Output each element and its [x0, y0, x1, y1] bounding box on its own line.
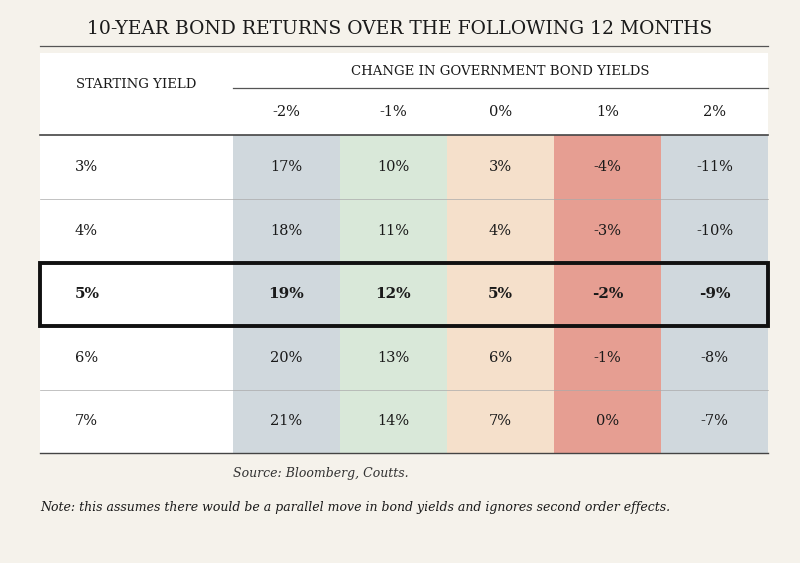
Text: 5%: 5% — [74, 287, 100, 301]
Text: 13%: 13% — [378, 351, 410, 365]
Text: -1%: -1% — [379, 105, 407, 119]
Text: 14%: 14% — [378, 414, 410, 428]
Text: -4%: -4% — [594, 160, 622, 174]
Text: STARTING YIELD: STARTING YIELD — [76, 78, 197, 91]
Text: 17%: 17% — [270, 160, 302, 174]
Text: 0%: 0% — [596, 414, 619, 428]
Text: CHANGE IN GOVERNMENT BOND YIELDS: CHANGE IN GOVERNMENT BOND YIELDS — [351, 65, 650, 78]
Text: -10%: -10% — [696, 224, 733, 238]
Text: 10%: 10% — [378, 160, 410, 174]
Text: 3%: 3% — [489, 160, 512, 174]
Text: 4%: 4% — [489, 224, 512, 238]
Text: 7%: 7% — [489, 414, 512, 428]
Text: Note: this assumes there would be a parallel move in bond yields and ignores sec: Note: this assumes there would be a para… — [40, 501, 670, 514]
Text: -8%: -8% — [701, 351, 729, 365]
Text: 12%: 12% — [376, 287, 411, 301]
Text: 18%: 18% — [270, 224, 302, 238]
Text: Source: Bloomberg, Coutts.: Source: Bloomberg, Coutts. — [233, 467, 409, 480]
Text: -11%: -11% — [696, 160, 733, 174]
Text: 0%: 0% — [489, 105, 512, 119]
Text: -9%: -9% — [698, 287, 730, 301]
Text: 1%: 1% — [596, 105, 619, 119]
Text: -7%: -7% — [701, 414, 729, 428]
Text: 19%: 19% — [269, 287, 304, 301]
Text: 2%: 2% — [703, 105, 726, 119]
Text: 10-YEAR BOND RETURNS OVER THE FOLLOWING 12 MONTHS: 10-YEAR BOND RETURNS OVER THE FOLLOWING … — [87, 20, 713, 38]
Text: -1%: -1% — [594, 351, 622, 365]
Text: 21%: 21% — [270, 414, 302, 428]
Text: 3%: 3% — [74, 160, 98, 174]
Text: 11%: 11% — [378, 224, 410, 238]
Text: 5%: 5% — [488, 287, 513, 301]
Text: 6%: 6% — [489, 351, 512, 365]
Text: 20%: 20% — [270, 351, 302, 365]
Text: -3%: -3% — [594, 224, 622, 238]
Text: -2%: -2% — [273, 105, 300, 119]
Text: -2%: -2% — [592, 287, 623, 301]
Text: 6%: 6% — [74, 351, 98, 365]
Text: 4%: 4% — [74, 224, 98, 238]
Text: 7%: 7% — [74, 414, 98, 428]
